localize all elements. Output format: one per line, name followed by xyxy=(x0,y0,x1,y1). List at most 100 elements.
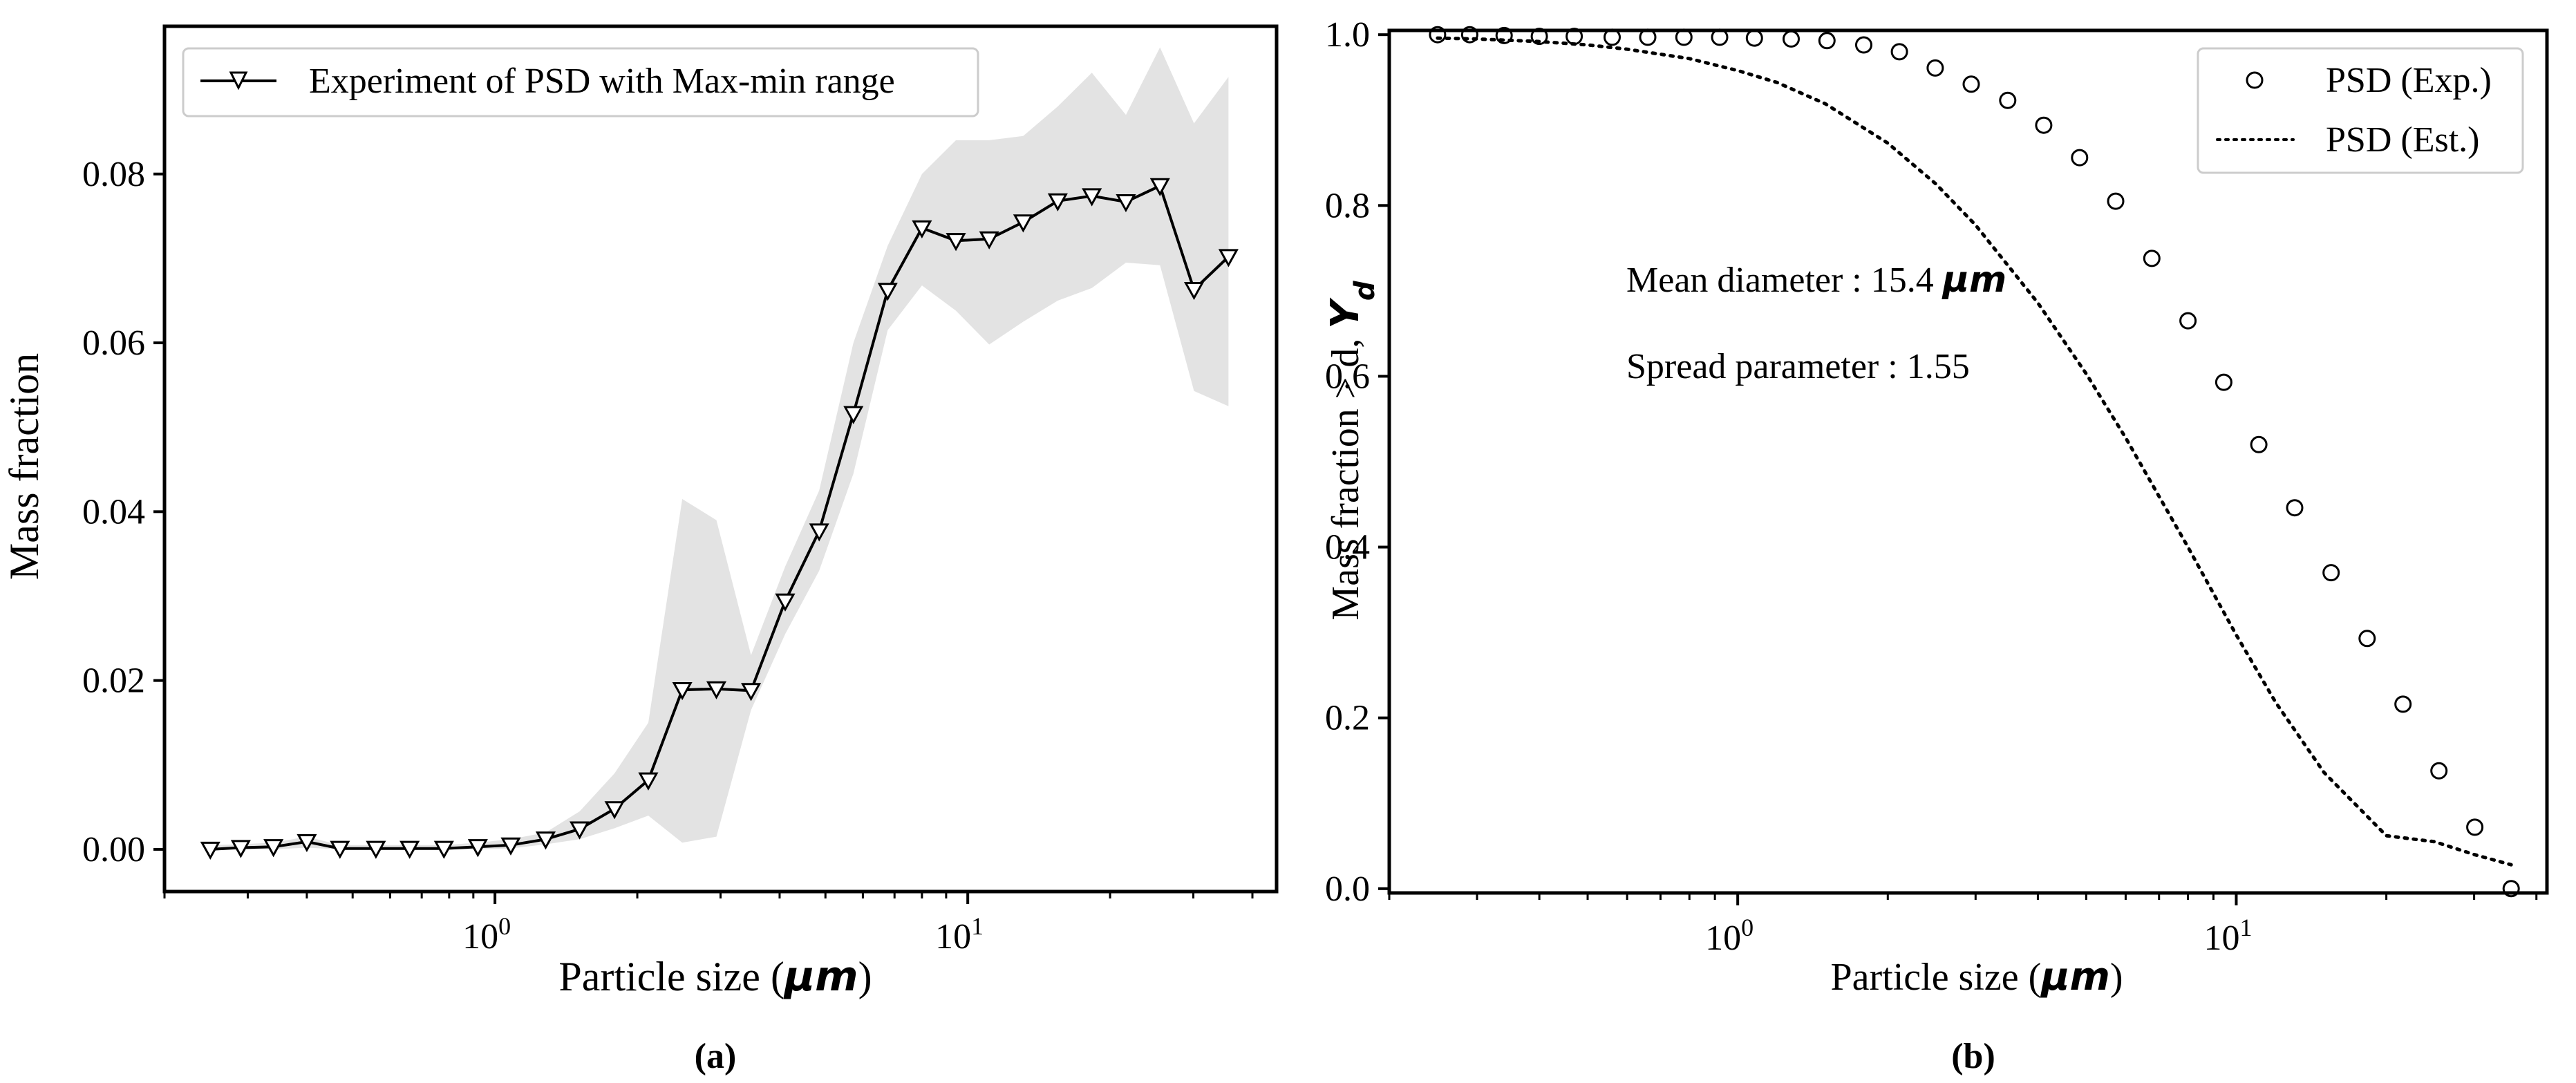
data-point-triangle xyxy=(399,840,420,859)
y-axis-title: Mass fraction xyxy=(1,353,47,580)
legend-label: Experiment of PSD with Max-min range xyxy=(309,62,895,101)
data-point-circle xyxy=(2358,630,2376,648)
data-point-circle xyxy=(1855,36,1872,54)
data-point-triangle xyxy=(775,593,796,612)
x-axis-title-close: ) xyxy=(2110,956,2123,999)
panel-label-b: (b) xyxy=(1951,1037,1995,1076)
data-point-triangle xyxy=(467,839,488,858)
series-marker-layer xyxy=(200,178,1239,860)
x-tick-label: 100 xyxy=(462,912,511,957)
x-tick-exponent: 1 xyxy=(971,912,984,940)
legend-triangle-marker-icon xyxy=(229,71,248,91)
y-tick-label: 0.2 xyxy=(1325,699,1370,738)
data-point-circle xyxy=(1745,29,1763,47)
data-point-circle xyxy=(1495,26,1513,44)
y-axis: 0.00 0.02 0.04 0.06 0.08 xyxy=(82,155,164,869)
data-point-triangle xyxy=(1013,214,1033,233)
data-point-circle xyxy=(1962,75,1980,93)
x-tick-exponent: 0 xyxy=(498,912,511,940)
data-point-circle xyxy=(2430,762,2448,780)
data-point-triangle xyxy=(1116,194,1136,213)
data-point-triangle xyxy=(200,841,220,860)
y-tick-label: 0.4 xyxy=(1325,528,1370,567)
x-axis-title-close: ) xyxy=(858,954,872,999)
data-point-triangle xyxy=(809,523,829,542)
data-point-circle xyxy=(1783,30,1800,48)
x-axis-title: Particle size (μm) xyxy=(1831,954,2123,999)
data-point-triangle xyxy=(535,831,556,850)
data-point-circle xyxy=(1890,43,1908,61)
x-tick-label: 100 xyxy=(1705,914,1754,958)
data-point-circle xyxy=(2143,249,2161,267)
data-point-circle xyxy=(2466,818,2484,836)
data-point-circle xyxy=(2502,880,2520,898)
data-point-circle xyxy=(2250,435,2268,453)
data-point-triangle xyxy=(1047,193,1068,211)
x-axis-title-text: Particle size ( xyxy=(558,954,784,999)
data-point-circle xyxy=(1460,26,1478,44)
y-axis-title-symbol: Y xyxy=(1323,297,1368,329)
x-tick-exponent: 0 xyxy=(1741,914,1754,941)
x-tick-base: 10 xyxy=(935,917,971,957)
data-point-circle xyxy=(1926,59,1944,77)
data-point-triangle xyxy=(672,681,693,701)
data-point-triangle xyxy=(843,406,864,424)
annotation-spread-parameter: Spread parameter : 1.55 xyxy=(1626,347,1970,386)
data-point-triangle xyxy=(604,801,625,820)
estimate-curve-layer xyxy=(1436,36,2513,867)
data-point-triangle xyxy=(230,840,251,858)
data-point-circle xyxy=(2179,312,2197,330)
experiment-marker-layer xyxy=(1429,26,2520,898)
data-point-triangle xyxy=(433,840,454,859)
legend: Experiment of PSD with Max-min range xyxy=(182,47,979,117)
x-axis: 100 101 xyxy=(1388,893,2538,958)
y-tick-label: 0.0 xyxy=(1325,869,1370,909)
data-point-triangle xyxy=(912,220,932,239)
legend-box xyxy=(182,47,979,117)
data-point-triangle xyxy=(330,840,350,859)
x-tick-base: 10 xyxy=(2203,919,2239,958)
data-point-triangle xyxy=(946,233,966,252)
x-axis-title: Particle size (μm) xyxy=(558,952,872,1001)
annotation-mean-diameter: Mean diameter : 15.4 μm xyxy=(1626,259,2006,301)
legend-box xyxy=(2197,47,2524,174)
data-point-triangle xyxy=(1218,249,1239,267)
y-axis-title: Mass fraction > d, Yd xyxy=(1323,281,1381,621)
y-tick-label: 0.8 xyxy=(1325,186,1370,225)
y-tick-label: 0.02 xyxy=(82,661,145,701)
legend-circle-marker-icon xyxy=(2246,71,2264,89)
y-axis-title-text: Mass fraction > d, xyxy=(1324,329,1367,621)
data-point-circle xyxy=(2322,564,2340,582)
data-point-circle xyxy=(2394,695,2412,713)
x-tick-base: 10 xyxy=(462,917,498,957)
y-tick-label: 0.6 xyxy=(1325,357,1370,396)
panel-a: 0.000.020.040.060.08 100 101 Experiment o… xyxy=(1,24,1279,1076)
y-tick-label: 0.06 xyxy=(82,323,145,363)
data-point-circle xyxy=(2286,499,2304,517)
x-axis-title-unit: μm xyxy=(783,952,858,1001)
x-axis-title-text: Particle size ( xyxy=(1831,956,2042,999)
plot-frame xyxy=(1387,28,2549,895)
data-point-circle xyxy=(1429,26,1447,44)
y-axis-title-subscript: d xyxy=(1349,281,1381,301)
data-point-triangle xyxy=(297,834,317,853)
data-point-triangle xyxy=(1082,188,1102,207)
panel-label-a: (a) xyxy=(695,1037,737,1076)
x-tick-base: 10 xyxy=(1705,919,1741,958)
annotation-mean-unit: μm xyxy=(1942,259,2006,301)
legend-label-est: PSD (Est.) xyxy=(2326,120,2479,160)
data-point-circle xyxy=(2215,373,2232,391)
y-tick-label: 0.04 xyxy=(82,492,145,531)
data-point-triangle xyxy=(877,283,898,301)
y-tick-label: 0.00 xyxy=(82,830,145,869)
y-axis: 0.0 0.2 0.4 0.6 0.8 1.0 xyxy=(1325,15,1389,909)
annotation-mean-text: Mean diameter : 15.4 xyxy=(1626,261,1943,300)
data-point-circle xyxy=(2035,116,2053,134)
max-min-range-band xyxy=(210,47,1229,849)
data-point-triangle xyxy=(638,772,659,791)
data-point-circle xyxy=(1818,32,1836,50)
x-axis-title-unit: μm xyxy=(2040,954,2110,999)
y-tick-label: 1.0 xyxy=(1325,15,1370,55)
x-tick-label: 101 xyxy=(935,912,984,957)
